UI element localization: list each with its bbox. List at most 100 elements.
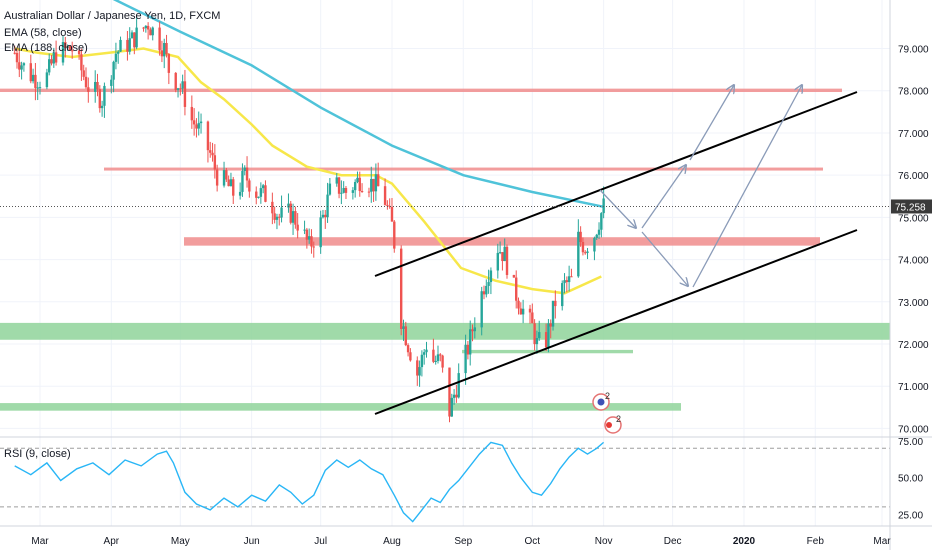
time-axis[interactable]: Mar Apr May Jun Jul Aug Sep Oct Nov Dec 2020 Feb Mar: [31, 536, 891, 547]
candle-body: [464, 344, 467, 374]
candle-body: [174, 72, 177, 90]
candle-body: [503, 246, 506, 262]
candle-body: [324, 214, 327, 218]
chart-legend[interactable]: Australian Dollar / Japanese Yen, 1D, FX…: [4, 10, 220, 460]
support-zone: [462, 349, 633, 354]
candle-body: [275, 216, 279, 220]
candle-body: [222, 170, 226, 186]
flag-icon: [597, 398, 605, 406]
candle-body: [114, 53, 118, 62]
trend-drawings[interactable]: [0, 85, 890, 415]
event-count-badge: 2: [605, 391, 610, 401]
candle-body: [100, 105, 104, 109]
candle-body: [245, 167, 249, 181]
candle-body: [38, 87, 42, 89]
candle-body: [211, 152, 214, 156]
candle-body: [602, 198, 605, 214]
candle-body: [402, 326, 405, 329]
candle-body: [457, 373, 460, 398]
candle-body: [312, 246, 315, 248]
price-tick-label: 76.000: [898, 171, 929, 182]
rsi-tick-label: 75.00: [898, 437, 923, 448]
candle-body: [183, 81, 187, 107]
candle-body: [489, 270, 493, 283]
channel-trendline[interactable]: [374, 229, 858, 415]
event-markers[interactable]: 2 2: [592, 391, 622, 434]
candle-body: [291, 211, 295, 223]
price-tick-label: 74.000: [898, 256, 929, 267]
time-tick-label: May: [171, 536, 190, 547]
candle-body: [376, 174, 380, 187]
candle-body: [581, 241, 585, 253]
candle-body: [374, 174, 378, 192]
candlestick-series: [13, 16, 605, 423]
candle-body: [577, 231, 580, 277]
candle-body: [321, 214, 325, 218]
candle-body: [18, 62, 21, 70]
price-tick-label: 73.000: [898, 298, 929, 309]
candle-body: [485, 285, 488, 295]
projection-arrow[interactable]: [692, 85, 802, 288]
candle-body: [521, 308, 525, 315]
candle-body: [307, 236, 311, 240]
channel-trendline[interactable]: [374, 91, 858, 277]
candle-body: [383, 186, 387, 205]
ema-fast-legend[interactable]: EMA (58, close): [4, 27, 82, 39]
candle-body: [61, 42, 65, 63]
projection-arrow[interactable]: [641, 231, 688, 286]
time-tick-label: Jun: [244, 536, 260, 547]
candle-body: [289, 203, 292, 223]
candle-body: [515, 277, 518, 301]
candle-body: [66, 46, 69, 48]
candle-body: [64, 42, 67, 48]
candle-body: [480, 291, 483, 328]
candle-body: [146, 25, 150, 30]
candle-body: [372, 178, 375, 192]
candle-body: [420, 354, 424, 368]
candle-body: [388, 205, 391, 207]
symbol-title[interactable]: Australian Dollar / Japanese Yen, 1D, FX…: [4, 10, 220, 22]
price-pane[interactable]: [0, 0, 890, 436]
resistance-zone: [104, 167, 823, 171]
candle-body: [519, 308, 523, 315]
time-tick-label: Dec: [664, 536, 682, 547]
resistance-zone: [0, 88, 842, 93]
rsi-axis[interactable]: 25.00 50.00 75.00: [898, 437, 923, 521]
ema-slow-legend[interactable]: EMA (188, close): [4, 42, 88, 54]
candle-body: [119, 39, 122, 52]
earnings-marker-icon[interactable]: [604, 416, 622, 434]
price-tick-label: 72.000: [898, 340, 929, 351]
candle-body: [241, 170, 244, 192]
candle-body: [167, 54, 171, 73]
candle-body: [326, 194, 329, 218]
candle-body: [94, 81, 97, 92]
candle-body: [103, 85, 106, 106]
candle-body: [471, 329, 474, 332]
candle-body: [264, 185, 267, 202]
candle-body: [406, 345, 410, 353]
rsi-tick-label: 50.00: [898, 474, 923, 485]
candle-body: [77, 50, 81, 55]
rsi-pane[interactable]: [0, 438, 890, 526]
projection-arrow[interactable]: [641, 165, 686, 229]
svg-text:75.258: 75.258: [895, 202, 926, 213]
projection-arrow[interactable]: [599, 189, 636, 228]
candle-body: [586, 251, 589, 253]
candle-body: [110, 79, 113, 86]
rsi-legend[interactable]: RSI (9, close): [4, 448, 71, 460]
time-tick-label: Mar: [31, 536, 49, 547]
event-dot-icon: [606, 422, 612, 428]
support-zone: [0, 403, 681, 411]
candle-body: [80, 54, 83, 71]
time-tick-label: Feb: [807, 536, 825, 547]
candle-body: [512, 274, 516, 278]
candle-body: [595, 234, 598, 238]
support-resistance-zones: [0, 88, 890, 411]
candle-body: [29, 63, 32, 82]
candle-body: [257, 196, 260, 198]
projection-arrow[interactable]: [689, 85, 734, 161]
candle-body: [165, 42, 168, 55]
price-axis[interactable]: 70.000 71.000 72.000 73.000 74.000 75.000 76.0…: [898, 45, 929, 436]
